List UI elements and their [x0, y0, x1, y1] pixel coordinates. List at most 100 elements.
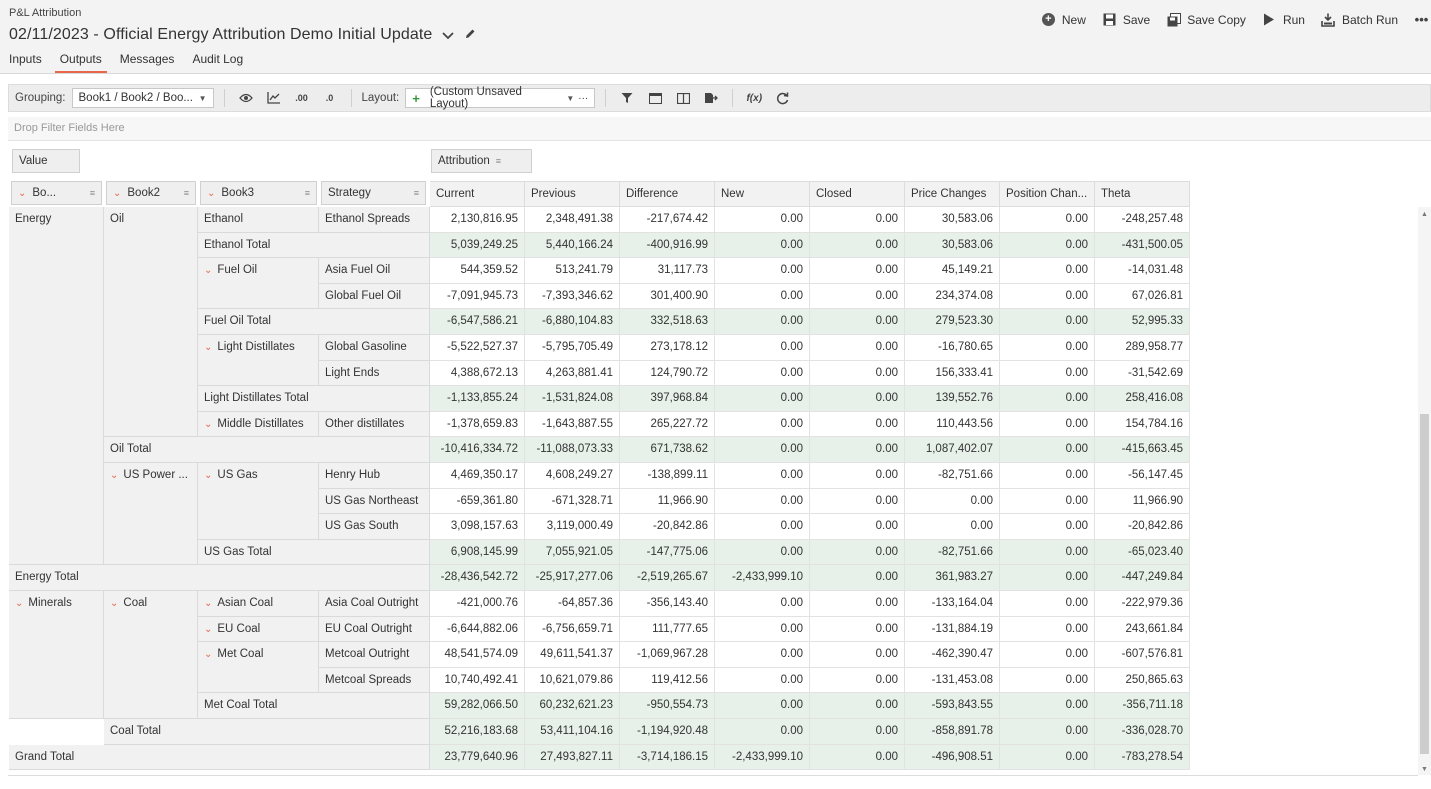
cell-current[interactable]: 4,469,350.17 [430, 463, 525, 489]
cell-new[interactable]: 0.00 [715, 591, 810, 617]
column-header-previous[interactable]: Previous [525, 181, 620, 207]
cell-current[interactable]: 59,282,066.50 [430, 693, 525, 719]
cell-new[interactable]: 0.00 [715, 309, 810, 335]
cell-difference[interactable]: -950,554.73 [620, 693, 715, 719]
cell-current[interactable]: 2,130,816.95 [430, 207, 525, 233]
cell-price-changes[interactable]: 30,583.06 [905, 207, 1000, 233]
chevron-down-icon[interactable]: ⌄ [204, 418, 213, 430]
cell-current[interactable]: 48,541,574.09 [430, 642, 525, 668]
cell-current[interactable]: 52,216,183.68 [430, 719, 525, 745]
column-header-new[interactable]: New [715, 181, 810, 207]
cell-current[interactable]: -10,416,334.72 [430, 437, 525, 463]
cell-closed[interactable]: 0.00 [810, 437, 905, 463]
window-icon[interactable] [644, 88, 666, 108]
cell-new[interactable]: 0.00 [715, 258, 810, 284]
cell-previous[interactable]: 4,608,249.27 [525, 463, 620, 489]
cell-difference[interactable]: -138,899.11 [620, 463, 715, 489]
sort-icon[interactable]: ≡ [304, 188, 310, 198]
cell-new[interactable]: 0.00 [715, 488, 810, 515]
cell-difference[interactable]: 265,227.72 [620, 411, 715, 438]
cell-previous[interactable]: -7,393,346.62 [525, 283, 620, 310]
cell-new[interactable]: 0.00 [715, 514, 810, 540]
row-header-fuel-oil[interactable] [198, 258, 319, 310]
cell-closed[interactable]: 0.00 [810, 335, 905, 361]
cell-new[interactable]: 0.00 [715, 335, 810, 361]
cell-difference[interactable]: 11,966.90 [620, 488, 715, 515]
sort-icon[interactable]: ≡ [495, 156, 502, 166]
cell-current[interactable]: -1,133,855.24 [430, 386, 525, 412]
data-field-pill[interactable]: Value [12, 149, 80, 173]
cell-new[interactable]: 0.00 [715, 667, 810, 694]
cell-current[interactable]: 5,039,249.25 [430, 232, 525, 259]
row-header-minerals[interactable] [9, 591, 104, 719]
cell-price-changes[interactable]: 0.00 [905, 514, 1000, 540]
row-header-us-power[interactable] [104, 463, 198, 566]
cell-difference[interactable]: -20,842.86 [620, 514, 715, 540]
cell-position-changes[interactable]: 0.00 [1000, 667, 1095, 694]
cell-theta[interactable]: 154,784.16 [1095, 411, 1190, 438]
row-field-pill-strategy[interactable]: Strategy ≡ [321, 181, 426, 205]
save-button[interactable]: Save [1102, 12, 1150, 27]
cell-position-changes[interactable]: 0.00 [1000, 335, 1095, 361]
chevron-down-icon[interactable]: ⌄ [18, 187, 27, 199]
column-field-pill[interactable]: Attribution ≡ [431, 149, 532, 173]
cell-current[interactable]: -1,378,659.83 [430, 411, 525, 438]
row-header-asian-coal[interactable] [198, 591, 319, 617]
cell-price-changes[interactable]: 234,374.08 [905, 283, 1000, 310]
cell-closed[interactable]: 0.00 [810, 591, 905, 617]
chevron-down-icon[interactable]: ⌄ [204, 598, 213, 609]
row-field-pill-book2[interactable]: ⌄ Book2 ≡ [106, 181, 196, 205]
cell-closed[interactable]: 0.00 [810, 386, 905, 412]
cell-closed[interactable]: 0.00 [810, 719, 905, 745]
cell-position-changes[interactable]: 0.00 [1000, 283, 1095, 310]
cell-difference[interactable]: 31,117.73 [620, 258, 715, 284]
cell-price-changes[interactable]: -131,453.08 [905, 667, 1000, 694]
chart-icon[interactable] [263, 88, 285, 108]
batch-run-button[interactable]: Batch Run [1321, 12, 1398, 27]
cell-theta[interactable]: -783,278.54 [1095, 744, 1190, 771]
run-button[interactable]: Run [1262, 12, 1305, 27]
cell-previous[interactable]: -1,531,824.08 [525, 386, 620, 412]
cell-current[interactable]: -6,644,882.06 [430, 616, 525, 643]
cell-closed[interactable]: 0.00 [810, 616, 905, 643]
cell-current[interactable]: 544,359.52 [430, 258, 525, 284]
cell-new[interactable]: 0.00 [715, 463, 810, 489]
cell-theta[interactable]: 250,865.63 [1095, 667, 1190, 694]
cell-previous[interactable]: -64,857.36 [525, 591, 620, 617]
cell-theta[interactable]: -356,711.18 [1095, 693, 1190, 719]
cell-previous[interactable]: -11,088,073.33 [525, 437, 620, 463]
tab-outputs[interactable]: Outputs [51, 50, 111, 73]
cell-theta[interactable]: 258,416.08 [1095, 386, 1190, 412]
column-header-current[interactable]: Current [430, 181, 525, 207]
cell-position-changes[interactable]: 0.00 [1000, 232, 1095, 259]
layout-dropdown[interactable]: + (Custom Unsaved Layout) ▼ ··· [405, 86, 596, 110]
cell-previous[interactable]: 7,055,921.05 [525, 539, 620, 566]
cell-closed[interactable]: 0.00 [810, 283, 905, 310]
cell-closed[interactable]: 0.00 [810, 642, 905, 668]
cell-new[interactable]: -2,433,999.10 [715, 744, 810, 771]
cell-price-changes[interactable]: 30,583.06 [905, 232, 1000, 259]
cell-position-changes[interactable]: 0.00 [1000, 386, 1095, 412]
cell-position-changes[interactable]: 0.00 [1000, 744, 1095, 771]
cell-previous[interactable]: 513,241.79 [525, 258, 620, 284]
cell-closed[interactable]: 0.00 [810, 565, 905, 591]
cell-difference[interactable]: -2,519,265.67 [620, 565, 715, 591]
cell-new[interactable]: 0.00 [715, 693, 810, 719]
save-copy-button[interactable]: Save Copy [1166, 12, 1246, 27]
cell-theta[interactable]: -248,257.48 [1095, 207, 1190, 233]
chevron-down-icon[interactable]: ⌄ [207, 187, 216, 199]
cell-previous[interactable]: -5,795,705.49 [525, 335, 620, 361]
cell-price-changes[interactable]: 110,443.56 [905, 411, 1000, 438]
cell-current[interactable]: -28,436,542.72 [430, 565, 525, 591]
chevron-down-icon[interactable]: ⌄ [204, 623, 213, 635]
cell-closed[interactable]: 0.00 [810, 360, 905, 387]
filter-drop-zone[interactable]: Drop Filter Fields Here [8, 117, 1431, 141]
chevron-down-icon[interactable]: ⌄ [204, 265, 213, 277]
cell-difference[interactable]: 124,790.72 [620, 360, 715, 387]
column-header-price-changes[interactable]: Price Changes [905, 181, 1000, 207]
cell-new[interactable]: 0.00 [715, 642, 810, 668]
cell-theta[interactable]: -20,842.86 [1095, 514, 1190, 540]
cell-price-changes[interactable]: -16,780.65 [905, 335, 1000, 361]
increase-decimals-icon[interactable]: .00 [295, 93, 308, 103]
row-field-pill-book1[interactable]: ⌄ Bo... ≡ [11, 181, 102, 205]
